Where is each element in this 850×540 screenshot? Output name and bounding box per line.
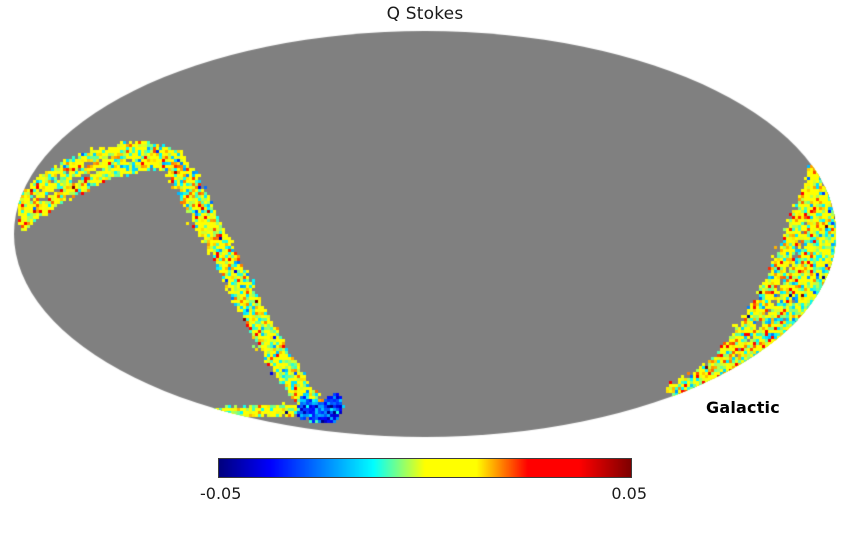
colorbar-min-label: -0.05 bbox=[200, 484, 242, 503]
page-title: Q Stokes bbox=[386, 4, 464, 24]
mollweide-sky-map bbox=[0, 24, 850, 444]
colorbar-max-label: 0.05 bbox=[611, 484, 647, 503]
colorbar-gradient bbox=[218, 458, 632, 478]
coordinate-system-label: Galactic bbox=[706, 398, 780, 417]
colorbar: -0.05 0.05 bbox=[200, 458, 647, 504]
colorbar-tick-labels: -0.05 0.05 bbox=[200, 482, 647, 504]
